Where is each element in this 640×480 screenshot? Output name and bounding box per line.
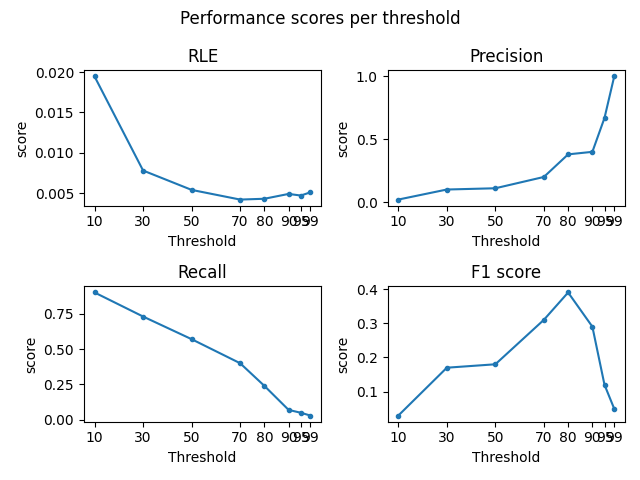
Y-axis label: score: score bbox=[15, 120, 29, 156]
X-axis label: Threshold: Threshold bbox=[168, 451, 237, 465]
X-axis label: Threshold: Threshold bbox=[472, 235, 540, 249]
X-axis label: Threshold: Threshold bbox=[168, 235, 237, 249]
Title: Recall: Recall bbox=[178, 264, 227, 282]
Y-axis label: score: score bbox=[336, 120, 350, 156]
Y-axis label: score: score bbox=[336, 336, 350, 372]
Title: Precision: Precision bbox=[469, 48, 543, 66]
Title: RLE: RLE bbox=[187, 48, 218, 66]
Y-axis label: score: score bbox=[24, 336, 38, 372]
Title: F1 score: F1 score bbox=[471, 264, 541, 282]
Text: Performance scores per threshold: Performance scores per threshold bbox=[180, 10, 460, 28]
X-axis label: Threshold: Threshold bbox=[472, 451, 540, 465]
